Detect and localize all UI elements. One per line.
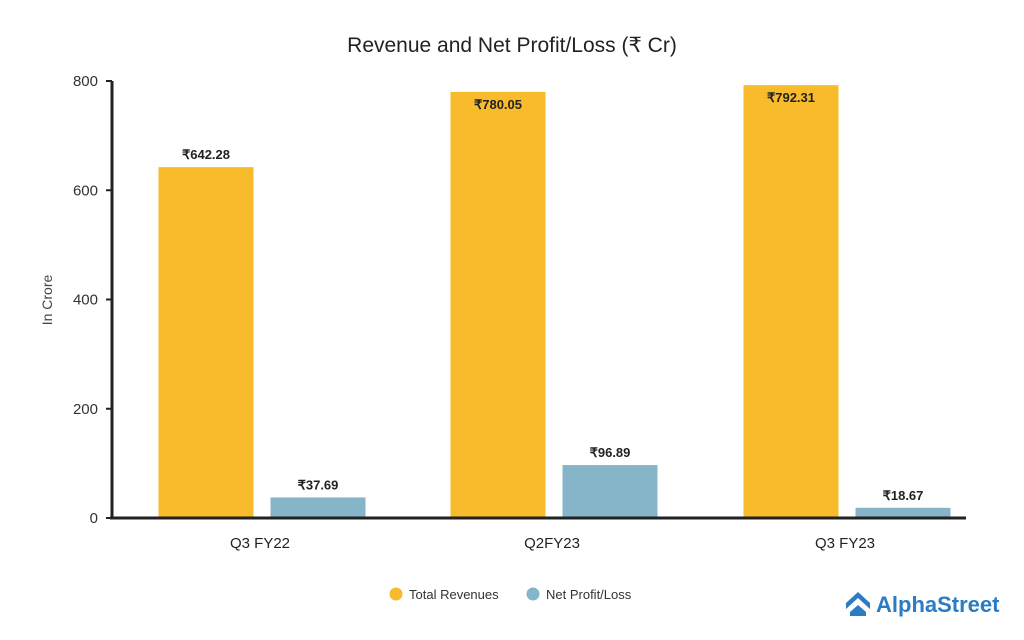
bar-revenue-2 xyxy=(450,91,546,518)
alphastreet-logo-icon xyxy=(846,592,870,616)
bar-revenue-1 xyxy=(158,167,254,519)
y-axis-ticks: 0 200 400 600 800 xyxy=(73,73,112,527)
x-category-label: Q2FY23 xyxy=(524,535,580,552)
bar-revenue-3 xyxy=(743,85,839,519)
data-label: ₹96.89 xyxy=(590,445,631,460)
data-label: ₹18.67 xyxy=(883,488,924,503)
axes xyxy=(110,81,966,520)
legend-label: Net Profit/Loss xyxy=(546,587,632,602)
bar-net-profit-2 xyxy=(562,465,658,518)
bar-net-profit-3 xyxy=(855,507,951,518)
legend-swatch-net-profit xyxy=(526,587,540,601)
legend-swatch-revenue xyxy=(389,587,403,601)
x-category-label: Q3 FY23 xyxy=(815,535,875,552)
y-axis-label: In Crore xyxy=(39,275,55,326)
brand-logo: AlphaStreet xyxy=(846,592,1000,617)
data-labels: ₹642.28 ₹37.69 ₹780.05 ₹96.89 ₹792.31 ₹18.67 xyxy=(182,90,923,503)
data-label: ₹642.28 xyxy=(182,147,230,162)
x-axis-categories: Q3 FY22 Q2FY23 Q3 FY23 xyxy=(230,535,875,552)
y-tick-label: 0 xyxy=(90,510,98,527)
legend-label: Total Revenues xyxy=(409,587,499,602)
chart-title: Revenue and Net Profit/Loss (₹ Cr) xyxy=(347,34,677,57)
x-category-label: Q3 FY22 xyxy=(230,535,290,552)
y-tick-label: 800 xyxy=(73,73,98,90)
bar-net-profit-1 xyxy=(270,497,366,518)
data-label: ₹780.05 xyxy=(474,97,522,112)
y-tick-label: 600 xyxy=(73,182,98,199)
brand-name: AlphaStreet xyxy=(876,592,1000,617)
data-label: ₹37.69 xyxy=(298,477,339,492)
legend: Total Revenues Net Profit/Loss xyxy=(389,587,632,602)
bars xyxy=(158,85,951,519)
y-tick-label: 400 xyxy=(73,292,98,309)
data-label: ₹792.31 xyxy=(767,90,815,105)
y-tick-label: 200 xyxy=(73,401,98,418)
